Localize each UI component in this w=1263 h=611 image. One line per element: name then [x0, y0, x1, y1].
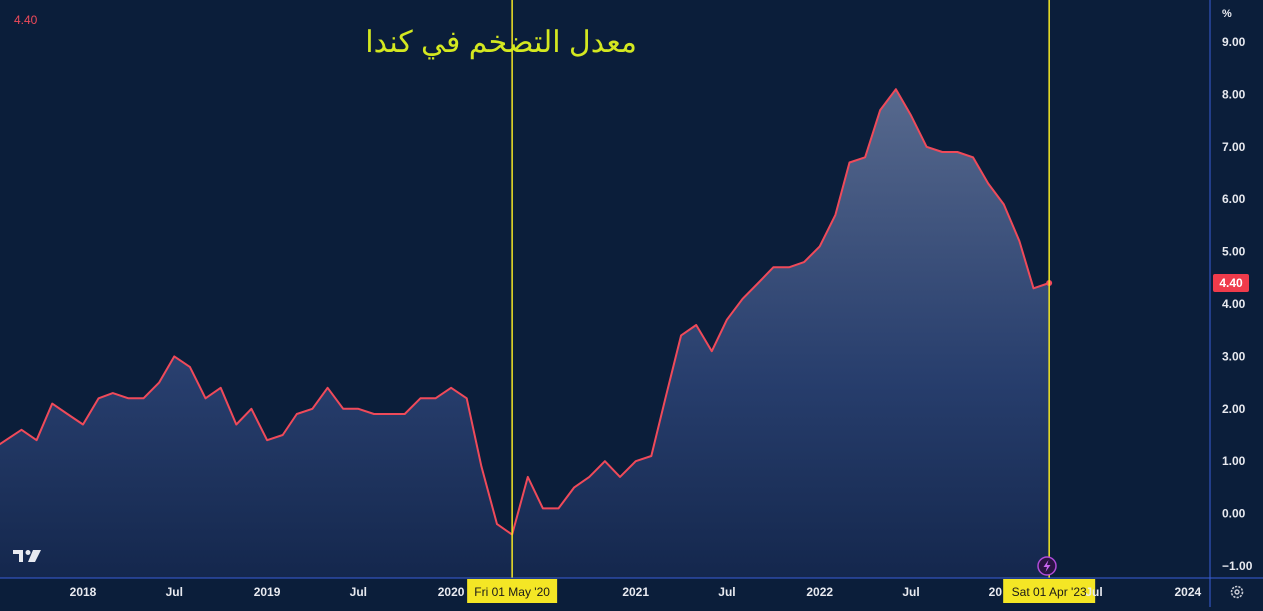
- x-tick-label: 2018: [70, 585, 97, 599]
- chart-title: معدل التضخم في كندا: [365, 26, 637, 60]
- x-tick-label: Jul: [902, 585, 919, 599]
- y-tick-label: 3.00: [1222, 349, 1246, 363]
- unit-label: %: [1222, 8, 1232, 20]
- x-tick-label: 2021: [622, 585, 649, 599]
- y-tick-label: −1.00: [1222, 559, 1253, 573]
- corner-value: 4.40: [14, 13, 38, 27]
- x-tick-label: Jul: [166, 585, 183, 599]
- y-tick-label: 9.00: [1222, 35, 1246, 49]
- y-tick-label: 8.00: [1222, 87, 1246, 101]
- settings-gear-icon[interactable]: [1230, 585, 1244, 599]
- date-marker-label-box: [1003, 579, 1096, 603]
- x-tick-label: 2019: [254, 585, 281, 599]
- y-tick-label: 4.00: [1222, 297, 1246, 311]
- y-tick-label: 2.00: [1222, 402, 1246, 416]
- lightning-icon[interactable]: [1037, 556, 1057, 576]
- date-marker-label: Fri 01 May '20: [474, 585, 550, 599]
- last-value-badge: [1213, 274, 1249, 293]
- inflation-line[interactable]: [0, 88, 1050, 536]
- x-tick-label: 2024: [1174, 585, 1201, 599]
- last-value-badge-text: 4.40: [1219, 276, 1243, 290]
- x-tick-label: 2022: [806, 585, 833, 599]
- y-tick-label: 6.00: [1222, 192, 1246, 206]
- tradingview-logo[interactable]: [13, 550, 41, 562]
- date-marker-label-box: [467, 579, 558, 603]
- y-tick-label: 7.00: [1222, 140, 1246, 154]
- date-marker-label: Sat 01 Apr '23: [1012, 585, 1087, 599]
- x-tick-label-partial: 20: [989, 585, 1003, 599]
- x-tick-label-partial: Jul: [1085, 585, 1102, 599]
- x-tick-label: Jul: [718, 585, 735, 599]
- y-tick-label: 1.00: [1222, 454, 1246, 468]
- y-tick-label: 0.00: [1222, 507, 1246, 521]
- x-tick-label: Jul: [350, 585, 367, 599]
- x-tick-label: 2020: [438, 585, 465, 599]
- inflation-area: [0, 89, 1050, 578]
- y-tick-label: 5.00: [1222, 245, 1246, 259]
